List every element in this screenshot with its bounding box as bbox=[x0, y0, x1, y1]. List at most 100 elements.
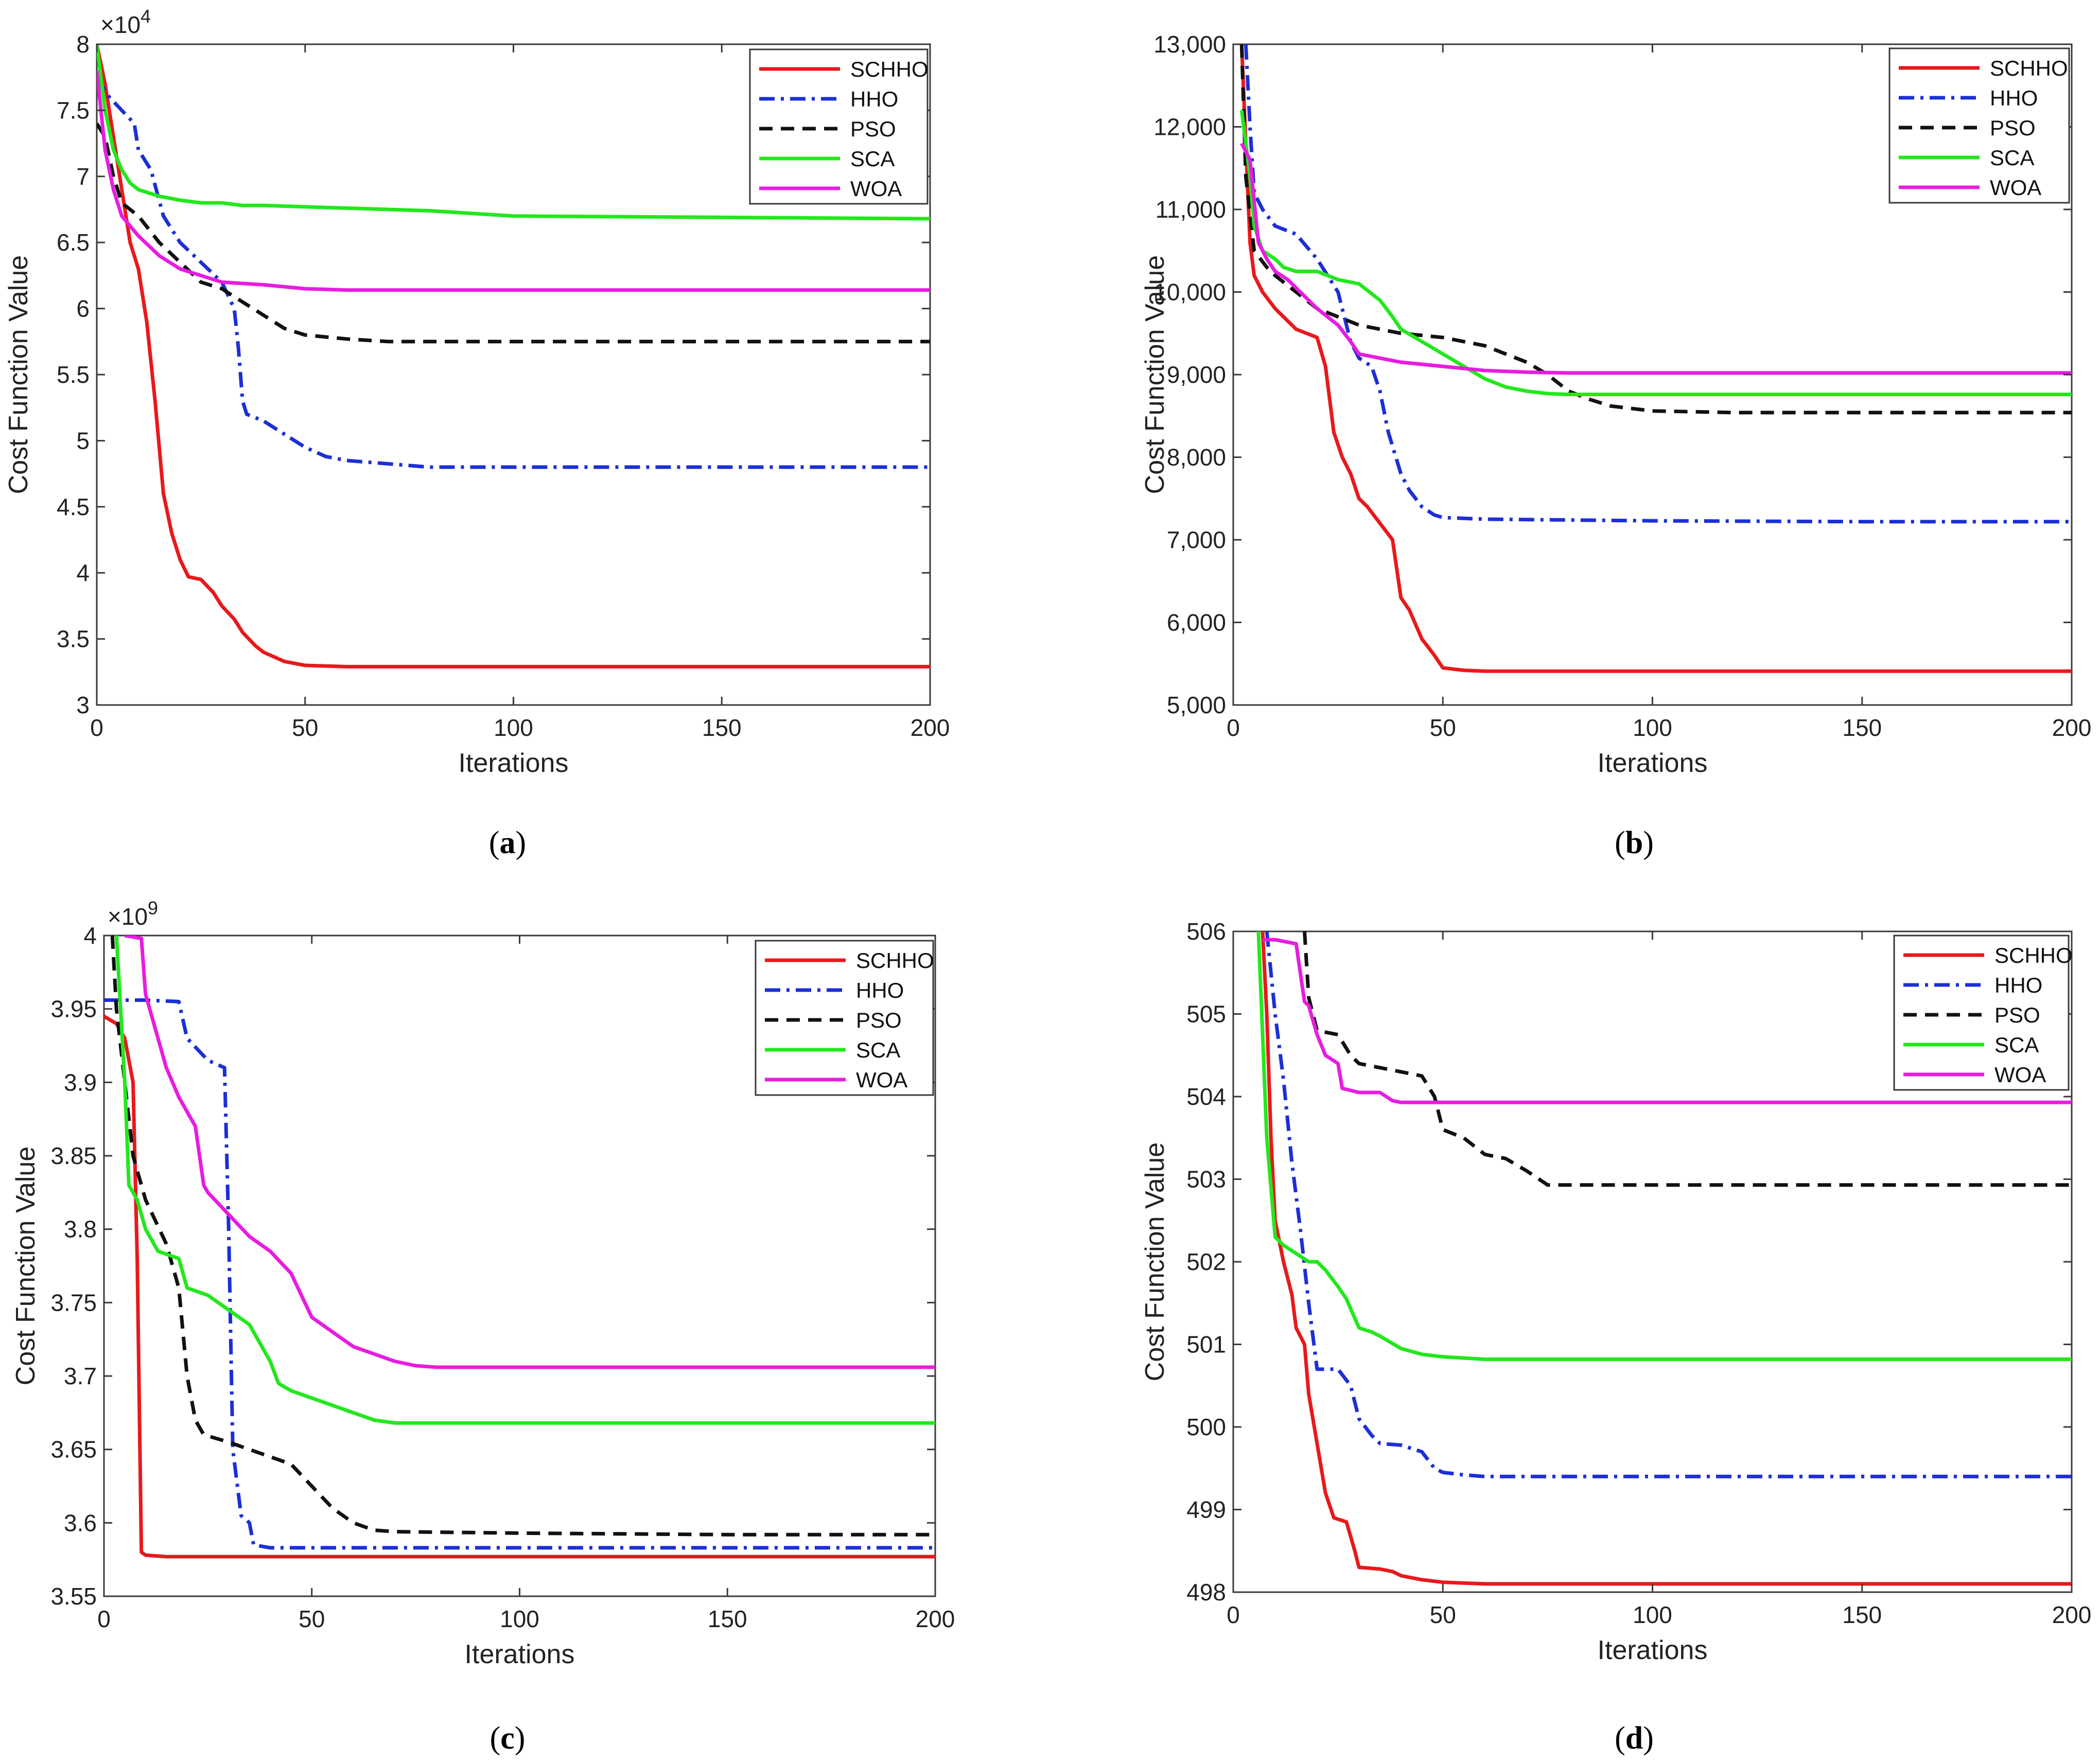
series-line-schho bbox=[1261, 931, 2072, 1586]
legend-label-sca: SCA bbox=[850, 147, 895, 171]
y-tick-label: 3 bbox=[76, 692, 90, 718]
axis-multiplier: ×104 bbox=[100, 6, 151, 38]
series-line-pso bbox=[1303, 931, 2072, 1187]
y-tick-label: 3.85 bbox=[50, 1142, 97, 1169]
chart-panel-2: 0 50 100 150 200 5,000 6,000 7,000 8,000 9,000 10,… bbox=[1140, 31, 2091, 860]
x-tick-label: 50 bbox=[1430, 714, 1456, 741]
legend-label-woa: WOA bbox=[856, 1068, 907, 1092]
legend-box bbox=[1888, 47, 2070, 204]
legend-box bbox=[755, 940, 934, 1096]
series-line-pso bbox=[1239, 44, 2072, 415]
x-axis-label: Iterations bbox=[1598, 1635, 1708, 1665]
panel-caption: (c) bbox=[490, 1721, 526, 1756]
series-line-hho bbox=[1244, 44, 2072, 524]
y-tick-label: 8,000 bbox=[1167, 444, 1226, 471]
x-tick-label: 100 bbox=[494, 714, 533, 741]
x-tick-label: 100 bbox=[500, 1606, 539, 1632]
y-tick-label: 4 bbox=[83, 922, 97, 949]
x-tick-label: 50 bbox=[292, 714, 318, 741]
x-tick-label: 100 bbox=[1633, 1601, 1672, 1628]
y-tick-label: 503 bbox=[1186, 1166, 1226, 1193]
series-line-woa bbox=[1263, 938, 2072, 1104]
series-line-sca bbox=[1256, 931, 2072, 1361]
y-tick-label: 3.95 bbox=[50, 996, 97, 1022]
x-tick-label: 150 bbox=[1842, 1601, 1882, 1628]
x-tick-label: 150 bbox=[708, 1606, 747, 1632]
legend-label-schho: SCHHO bbox=[1994, 943, 2073, 967]
series-line-hho bbox=[97, 76, 930, 469]
y-tick-label: 505 bbox=[1186, 1001, 1226, 1028]
y-tick-label: 6,000 bbox=[1167, 609, 1226, 636]
legend-label-schho: SCHHO bbox=[1990, 56, 2068, 80]
legend-box bbox=[749, 48, 929, 205]
chart-panel-4: 0 50 100 150 200 498 499 500 501 502 503 504 505 506 I… bbox=[1140, 918, 2091, 1756]
panel-caption: (d) bbox=[1615, 1721, 1654, 1756]
legend-label-woa: WOA bbox=[850, 177, 902, 201]
legend-label-hho: HHO bbox=[1990, 86, 2038, 110]
y-tick-label: 498 bbox=[1186, 1579, 1226, 1606]
y-tick-label: 5 bbox=[76, 427, 90, 454]
y-tick-label: 5,000 bbox=[1167, 692, 1226, 718]
series-line-pso bbox=[110, 936, 935, 1537]
x-tick-label: 200 bbox=[2052, 714, 2092, 741]
x-tick-label: 0 bbox=[1227, 714, 1240, 741]
y-tick-label: 4 bbox=[76, 559, 90, 586]
x-tick-label: 150 bbox=[702, 714, 742, 741]
axis-multiplier: ×109 bbox=[108, 897, 158, 930]
panel-caption: (a) bbox=[489, 825, 526, 860]
series-line-sca bbox=[1239, 110, 2072, 396]
y-tick-label: 3.5 bbox=[57, 626, 90, 653]
legend-label-woa: WOA bbox=[1990, 175, 2041, 200]
y-tick-label: 504 bbox=[1186, 1083, 1226, 1110]
legend-label-sca: SCA bbox=[1994, 1033, 2039, 1057]
y-tick-label: 3.9 bbox=[64, 1069, 97, 1096]
y-tick-label: 13,000 bbox=[1153, 31, 1226, 58]
chart-panel-3: 0 50 100 150 200 3.55 3.6 3.65 3.7 3.75 3.8 3.85 3.9… bbox=[11, 897, 955, 1756]
y-tick-label: 12,000 bbox=[1153, 114, 1226, 140]
series-line-sca bbox=[114, 936, 935, 1425]
y-tick-label: 9,000 bbox=[1167, 361, 1226, 388]
x-tick-label: 50 bbox=[299, 1606, 325, 1632]
legend-box bbox=[1893, 935, 2070, 1091]
chart-panel-1: 0 50 100 150 200 3 3.5 4 4.5 5 5.5 6 6.5 7 7.5 8 ×104 Ite… bbox=[4, 6, 950, 860]
y-axis-label: Cost Function Value bbox=[11, 1147, 41, 1385]
y-tick-label: 6 bbox=[76, 295, 90, 322]
series-line-woa bbox=[1240, 143, 2072, 375]
series-line-schho bbox=[97, 44, 930, 668]
series-line-woa bbox=[124, 936, 935, 1369]
x-tick-label: 200 bbox=[911, 714, 950, 741]
series-line-schho bbox=[1239, 44, 2072, 673]
y-tick-label: 506 bbox=[1186, 918, 1226, 945]
legend-label-pso: PSO bbox=[856, 1008, 902, 1032]
series-line-sca bbox=[97, 44, 930, 221]
legend-label-hho: HHO bbox=[850, 87, 898, 111]
panel-caption: (b) bbox=[1615, 825, 1654, 860]
legend: SCHHO HHO PSO SCA WOA bbox=[1893, 935, 2073, 1091]
series-line-hho bbox=[104, 998, 935, 1550]
x-tick-label: 0 bbox=[97, 1606, 111, 1632]
x-tick-label: 150 bbox=[1842, 714, 1882, 741]
y-tick-label: 7,000 bbox=[1167, 526, 1226, 553]
y-tick-label: 7.5 bbox=[57, 97, 90, 124]
x-tick-label: 0 bbox=[1227, 1601, 1240, 1628]
y-tick-label: 3.6 bbox=[64, 1509, 97, 1536]
y-axis-label: Cost Function Value bbox=[1140, 1142, 1170, 1381]
y-axis-label: Cost Function Value bbox=[1140, 255, 1170, 494]
x-tick-label: 0 bbox=[90, 714, 103, 741]
y-tick-label: 11,000 bbox=[1156, 196, 1226, 223]
y-tick-label: 3.7 bbox=[64, 1363, 97, 1389]
y-tick-label: 3.8 bbox=[64, 1216, 97, 1243]
legend-label-hho: HHO bbox=[1994, 973, 2042, 997]
x-tick-label: 200 bbox=[916, 1606, 955, 1632]
y-tick-label: 6.5 bbox=[57, 229, 90, 256]
legend: SCHHO HHO PSO SCA WOA bbox=[749, 48, 929, 205]
legend-label-hho: HHO bbox=[856, 978, 904, 1002]
y-tick-label: 3.55 bbox=[50, 1583, 97, 1610]
legend-label-sca: SCA bbox=[1990, 146, 2034, 170]
x-axis-label: Iterations bbox=[1598, 748, 1708, 778]
legend-label-schho: SCHHO bbox=[856, 948, 934, 973]
legend-label-schho: SCHHO bbox=[850, 57, 929, 81]
y-tick-label: 502 bbox=[1186, 1248, 1226, 1275]
y-tick-label: 499 bbox=[1186, 1496, 1226, 1523]
